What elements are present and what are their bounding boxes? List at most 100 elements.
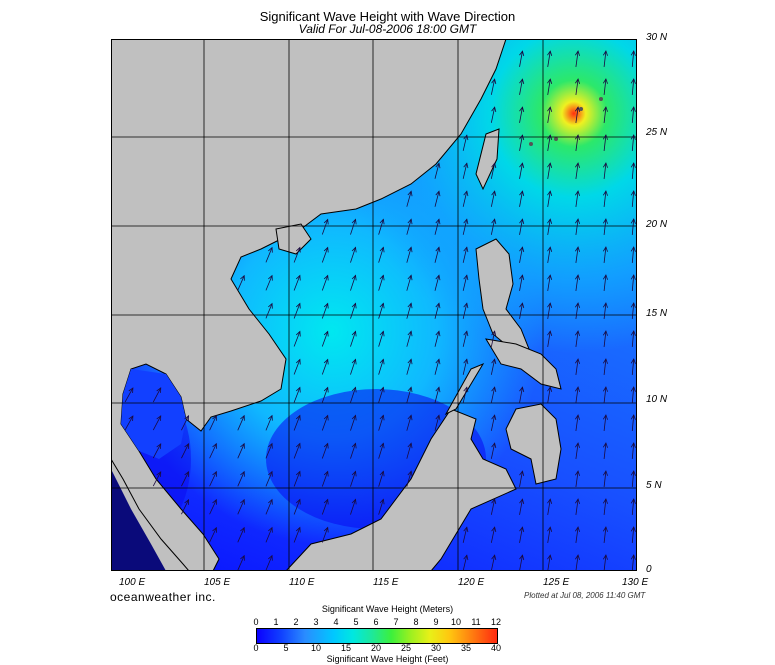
wave-arrow-head	[295, 246, 301, 253]
wave-arrow	[547, 331, 551, 347]
wave-arrow	[603, 191, 607, 207]
wave-arrow	[406, 443, 412, 459]
wave-arrow-head	[491, 218, 497, 225]
wave-arrow	[519, 107, 523, 123]
wave-arrow	[631, 526, 635, 544]
wave-arrow	[321, 527, 329, 543]
wave-arrow	[293, 471, 301, 487]
wave-arrow	[631, 106, 635, 124]
lon-label-125: 125 E	[543, 577, 570, 588]
wave-arrow-head	[463, 274, 469, 281]
wave-arrow	[462, 303, 468, 319]
wave-arrow-head	[519, 106, 525, 113]
meters-tick: 9	[433, 617, 439, 627]
wave-arrow-head	[630, 50, 636, 56]
wave-arrow	[575, 527, 579, 543]
wave-arrow-head	[351, 302, 357, 309]
wave-arrow	[434, 247, 440, 263]
wave-arrow-head	[574, 134, 581, 140]
wave-arrow	[603, 359, 607, 375]
wave-arrow-head	[435, 246, 441, 253]
wave-arrow	[490, 415, 496, 431]
lon-label-120: 120 E	[458, 577, 485, 588]
lon-label-130: 130 E	[622, 577, 649, 588]
wave-arrow	[631, 246, 635, 264]
wave-arrow-head	[240, 498, 245, 505]
wave-arrow	[350, 499, 356, 515]
borneo-island	[285, 408, 517, 571]
wave-arrow	[434, 275, 440, 291]
feet-tick: 30	[430, 643, 442, 653]
wave-arrow-head	[379, 274, 385, 281]
wave-arrow	[378, 247, 384, 263]
wave-arrow	[350, 415, 356, 431]
wave-arrow-head	[574, 106, 581, 112]
wave-arrow	[209, 443, 217, 459]
scale-title-meters: Significant Wave Height (Meters)	[321, 604, 454, 614]
wave-arrow-head	[491, 106, 497, 113]
wave-arrow-head	[379, 386, 385, 393]
wave-arrow-head	[463, 554, 469, 561]
lat-label-0: 0	[646, 564, 652, 575]
wave-arrow	[378, 415, 384, 431]
wave-arrow	[547, 107, 551, 123]
wave-arrow	[237, 443, 245, 459]
wave-arrow	[265, 303, 273, 319]
wave-arrow-head	[602, 302, 608, 308]
wave-arrow	[293, 415, 301, 431]
wave-arrow	[152, 415, 162, 431]
wave-arrow-head	[379, 246, 385, 253]
wave-arrow	[519, 219, 523, 235]
wave-arrow	[350, 443, 356, 459]
wave-arrow-head	[435, 358, 441, 365]
wave-arrow-head	[630, 554, 636, 560]
wave-arrow-head	[463, 526, 469, 533]
wave-arrow-head	[379, 330, 385, 337]
wave-arrow-head	[602, 498, 608, 504]
wave-arrow	[293, 527, 301, 543]
wave-arrow-head	[268, 554, 273, 561]
wave-arrow	[575, 191, 579, 207]
wave-arrow-head	[574, 330, 581, 336]
wave-arrow-head	[491, 190, 497, 197]
wave-arrow-head	[547, 498, 553, 505]
wave-arrow-head	[602, 134, 608, 140]
wave-arrow	[631, 442, 635, 460]
wave-arrow-head	[435, 386, 441, 393]
wave-arrow	[575, 331, 579, 347]
wave-arrow-head	[602, 554, 608, 560]
wave-arrow-head	[463, 190, 469, 197]
wave-arrow	[321, 471, 329, 487]
feet-tick: 10	[310, 643, 322, 653]
lon-label-115: 115 E	[373, 577, 399, 588]
wave-arrow	[631, 470, 635, 488]
meters-tick: 11	[471, 617, 481, 627]
wave-arrow	[631, 162, 635, 180]
wave-arrow-head	[574, 50, 581, 56]
wave-arrow-head	[435, 330, 441, 337]
wave-arrow-head	[407, 274, 413, 281]
wave-arrow	[237, 555, 245, 571]
lat-label-10: 10 N	[646, 394, 668, 405]
wave-arrow	[603, 107, 607, 123]
meters-tick: 5	[353, 617, 359, 627]
lat-label-5: 5 N	[646, 480, 662, 491]
wave-arrow	[265, 555, 273, 571]
wave-arrow-head	[295, 274, 301, 281]
wave-arrow-head	[156, 387, 162, 393]
wave-arrow	[631, 302, 635, 320]
wave-arrow-head	[602, 358, 608, 364]
wave-arrow	[209, 415, 217, 431]
wave-arrow-head	[351, 274, 357, 281]
wave-arrow-head	[547, 386, 553, 393]
lon-label-110: 110 E	[289, 577, 315, 588]
wave-arrow-head	[547, 162, 553, 169]
wave-arrow-head	[240, 414, 245, 421]
wave-arrow	[406, 471, 412, 487]
wave-arrow-head	[630, 498, 636, 504]
meters-tick: 10	[450, 617, 462, 627]
wave-arrow	[462, 359, 468, 375]
wave-arrow-head	[463, 302, 469, 309]
visayas-islands	[485, 338, 562, 390]
wave-arrow	[237, 527, 245, 543]
